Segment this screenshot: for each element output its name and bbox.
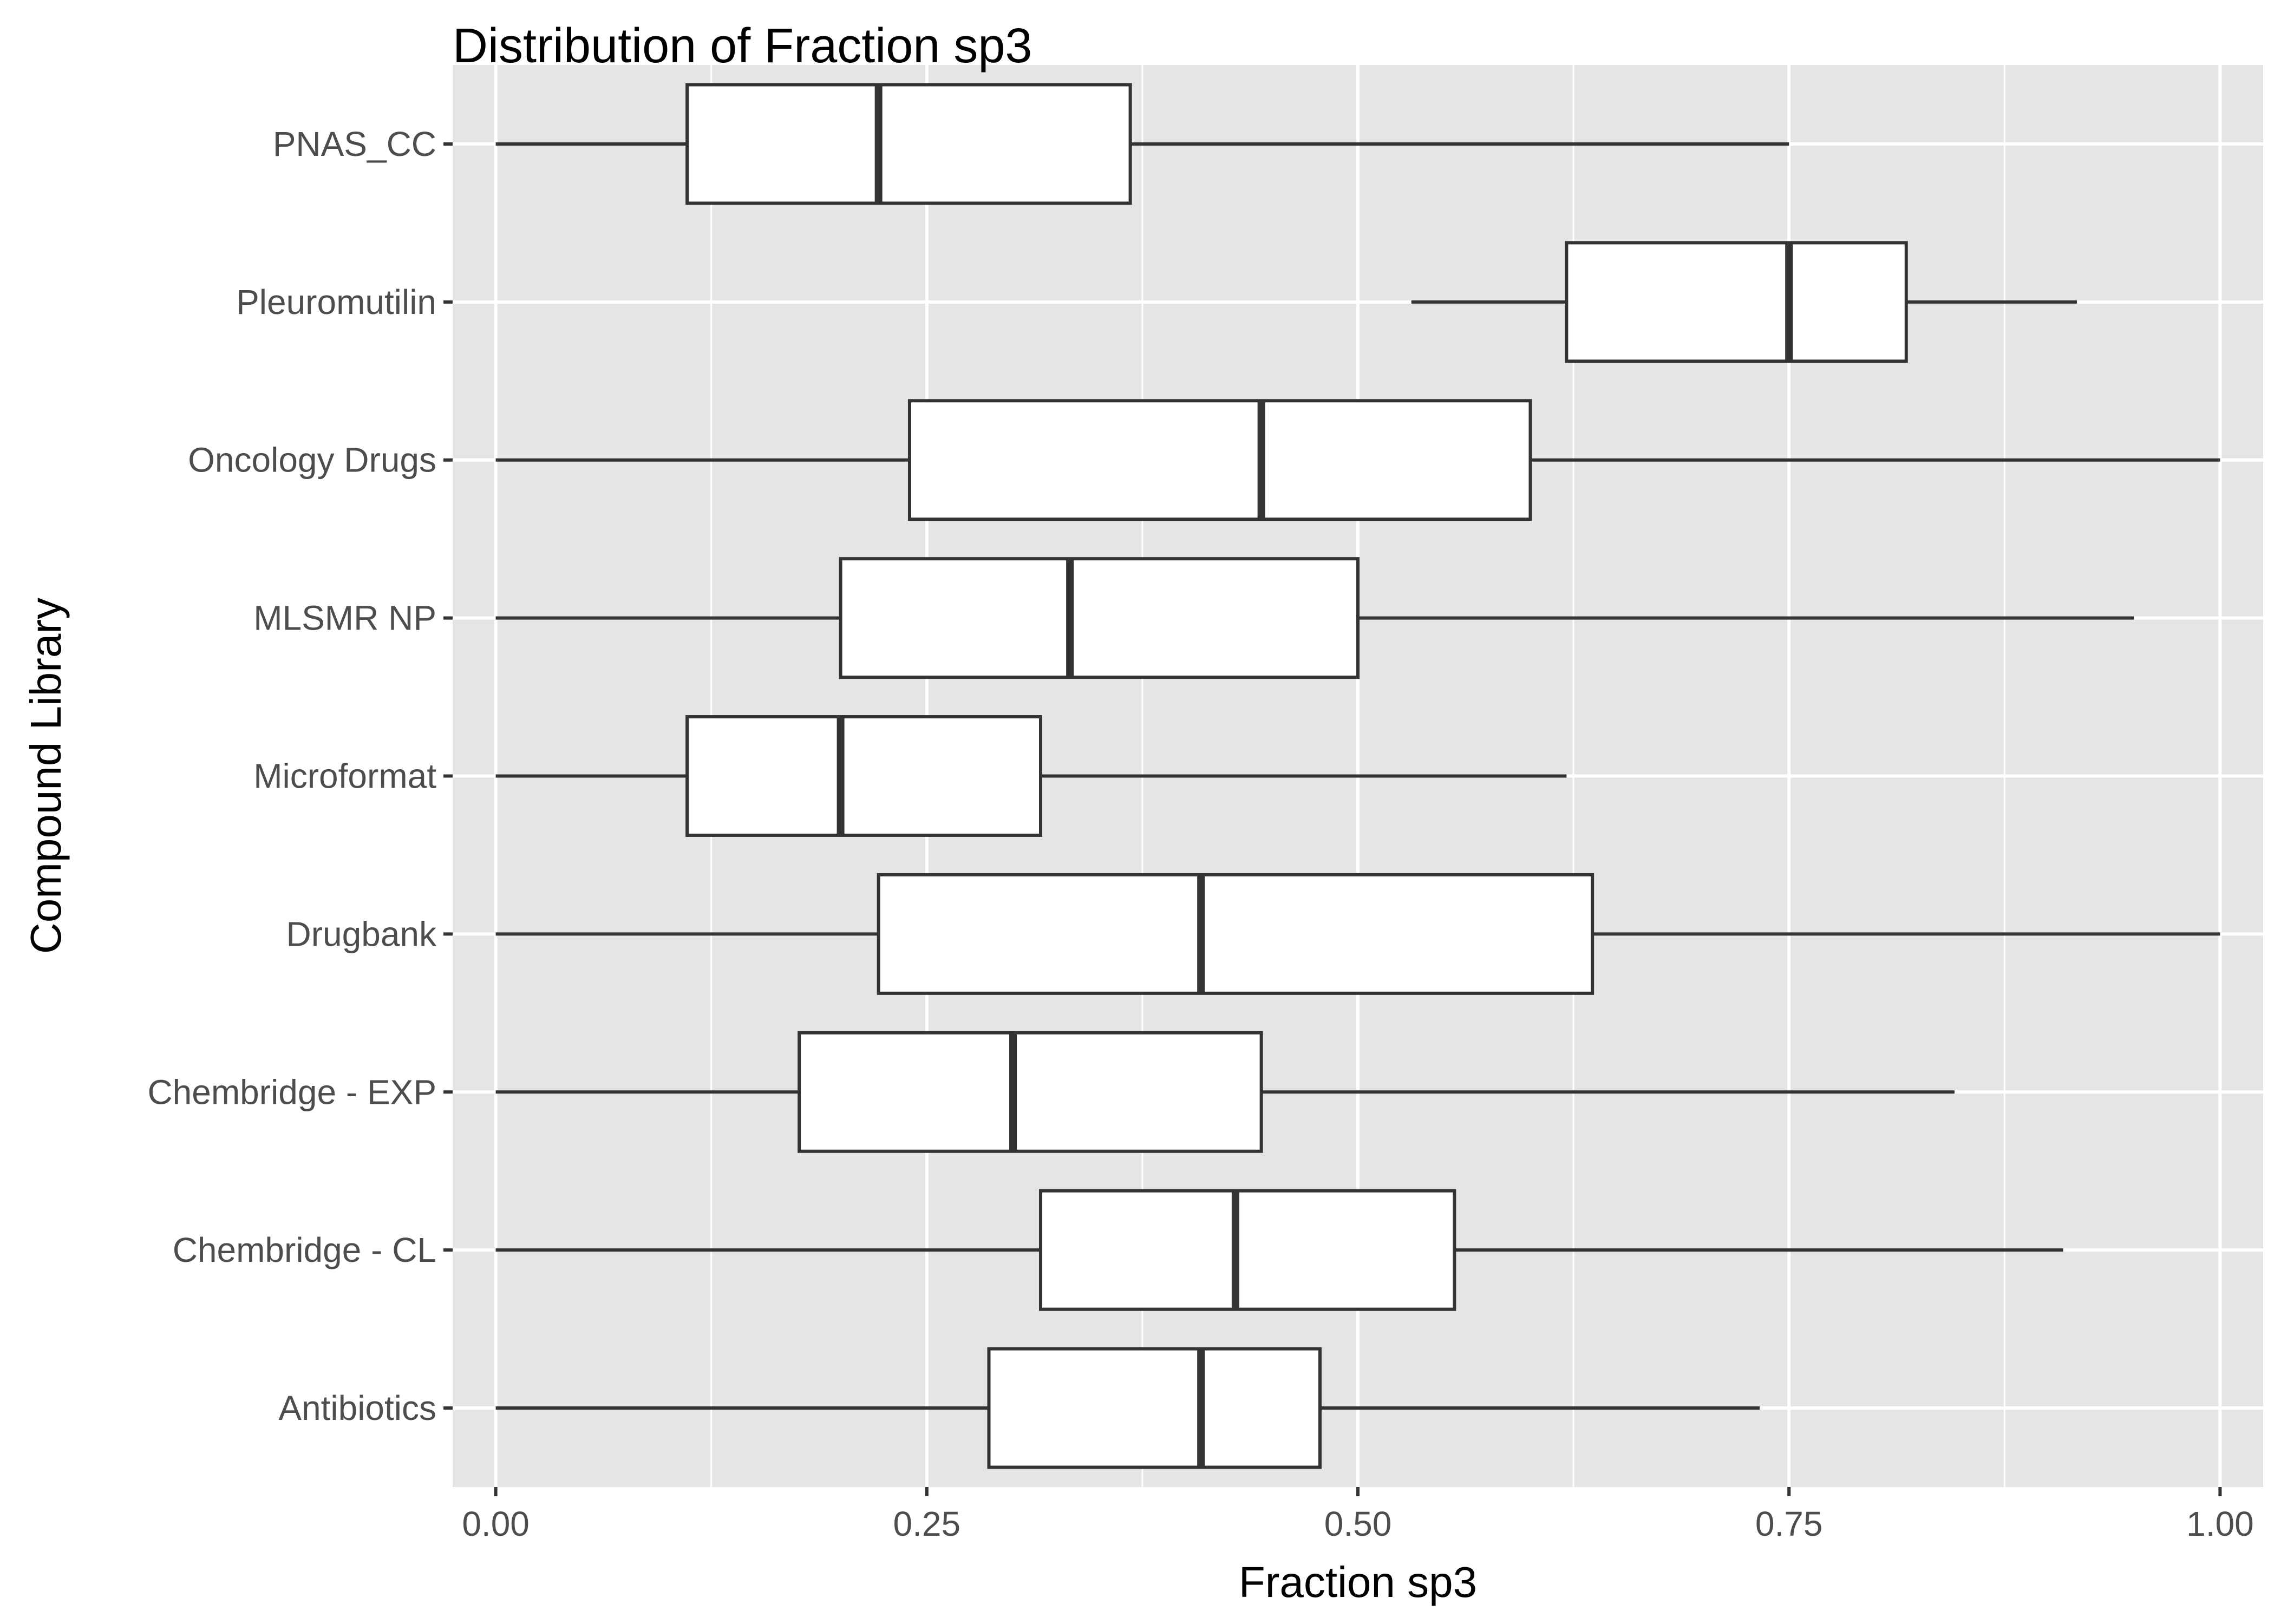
x-tick-label: 0.75 [1755, 1504, 1823, 1543]
iqr-box [839, 557, 1360, 679]
y-tick-label: Pleuromutilin [236, 283, 436, 322]
iqr-box [685, 83, 1132, 205]
y-tick-label: Chembridge - CL [173, 1230, 436, 1269]
box-chembridge-cl [495, 1189, 2063, 1311]
iqr-box [1039, 1189, 1456, 1311]
iqr-box [1565, 241, 1908, 363]
iqr-box [907, 399, 1532, 521]
x-tick-label: 1.00 [2186, 1504, 2254, 1543]
box-oncology-drugs [495, 399, 2220, 521]
y-tick-label: Chembridge - EXP [147, 1072, 436, 1111]
y-axis-title: Compound Library [22, 598, 70, 954]
chart-title: Distribution of Fraction sp3 [453, 19, 1032, 73]
box-pleuromutilin [1411, 241, 2077, 363]
box-antibiotics [495, 1347, 1760, 1469]
x-axis-title: Fraction sp3 [1239, 1558, 1477, 1606]
y-tick-label: Microformat [253, 757, 436, 796]
box-mlsmr-np [495, 557, 2134, 679]
x-tick-label: 0.00 [462, 1504, 530, 1543]
y-tick-label: Antibiotics [278, 1389, 436, 1427]
y-tick-label: Drugbank [286, 914, 437, 953]
iqr-box [877, 873, 1595, 995]
y-tick-label: PNAS_CC [273, 125, 436, 163]
tick-layer: 0.00 0.25 0.50 0.75 1.00 Antibiotics Chembridg… [147, 125, 2253, 1543]
box-pnas-cc [495, 83, 1789, 205]
y-tick-label: Oncology Drugs [188, 441, 436, 480]
iqr-box [798, 1031, 1263, 1153]
x-tick-label: 0.50 [1324, 1504, 1392, 1543]
iqr-box [685, 715, 1043, 837]
box-microformat [495, 715, 1567, 837]
box-chembridge-exp [495, 1031, 1955, 1153]
y-tick-label: MLSMR NP [253, 599, 436, 638]
box-layer [495, 83, 2220, 1469]
iqr-box [987, 1347, 1322, 1469]
box-drugbank [495, 873, 2220, 995]
x-tick-label: 0.25 [893, 1504, 961, 1543]
